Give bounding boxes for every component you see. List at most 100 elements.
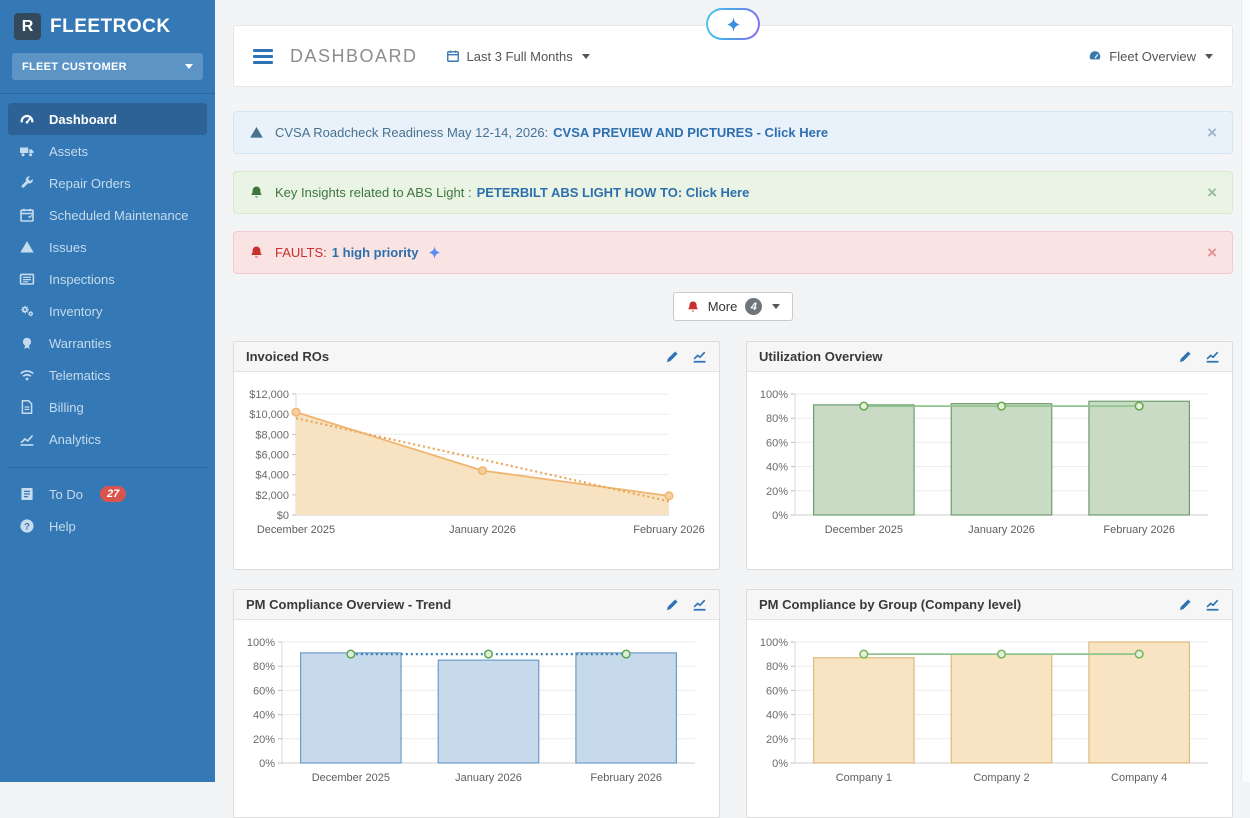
more-alerts-button[interactable]: More 4 — [673, 292, 794, 321]
chart-type-button[interactable] — [692, 597, 707, 612]
line-chart-icon — [1205, 349, 1220, 364]
sidebar-item-inventory[interactable]: Inventory — [8, 295, 207, 327]
sidebar-footer-nav: To Do 27 ? Help — [8, 467, 207, 542]
sidebar-item-label: Analytics — [49, 432, 101, 447]
alert-text: FAULTS: — [275, 245, 327, 260]
svg-text:20%: 20% — [766, 486, 788, 498]
svg-text:$4,000: $4,000 — [255, 470, 289, 482]
sidebar-item-warranties[interactable]: Warranties — [8, 327, 207, 359]
chart-title: Invoiced ROs — [246, 349, 329, 364]
svg-text:60%: 60% — [253, 685, 275, 697]
sparkle-icon[interactable] — [427, 245, 442, 260]
cogs-icon — [19, 303, 35, 319]
sidebar-item-help[interactable]: ? Help — [8, 510, 207, 542]
sidebar-item-telematics[interactable]: Telematics — [8, 359, 207, 391]
svg-text:60%: 60% — [766, 437, 788, 449]
help-icon: ? — [19, 518, 35, 534]
pencil-icon — [665, 349, 680, 364]
svg-text:Company 1: Company 1 — [836, 772, 892, 784]
svg-text:December 2025: December 2025 — [257, 524, 335, 536]
ai-assistant-button[interactable] — [706, 8, 760, 40]
svg-text:January 2026: January 2026 — [968, 524, 1035, 536]
scrollbar[interactable] — [1241, 0, 1250, 782]
sidebar: R FLEETROCK FLEET CUSTOMER Dashboard Ass… — [0, 0, 215, 782]
chart-card-utilization-overview: Utilization Overview 0%20%40%60%80%100%D… — [746, 341, 1233, 570]
bell-icon — [249, 245, 264, 260]
more-row: More 4 — [233, 292, 1233, 321]
wifi-icon — [19, 367, 35, 383]
pencil-icon — [1178, 349, 1193, 364]
svg-text:100%: 100% — [760, 389, 788, 401]
svg-text:40%: 40% — [253, 710, 275, 722]
chart-canvas[interactable]: 0%20%40%60%80%100%Company 1Company 2Comp… — [747, 620, 1233, 817]
sparkle-icon — [725, 16, 742, 33]
fleet-overview-label: Fleet Overview — [1109, 49, 1196, 64]
date-range-dropdown[interactable]: Last 3 Full Months — [446, 49, 590, 64]
alert-text: Key Insights related to ABS Light : — [275, 185, 472, 200]
close-icon[interactable]: × — [1207, 184, 1217, 201]
svg-text:February 2026: February 2026 — [590, 772, 662, 784]
more-count-badge: 4 — [745, 298, 762, 315]
chart-type-button[interactable] — [692, 349, 707, 364]
sidebar-item-to-do[interactable]: To Do 27 — [8, 478, 207, 510]
svg-text:?: ? — [24, 521, 30, 532]
sidebar-item-repair-orders[interactable]: Repair Orders — [8, 167, 207, 199]
dashboard-icon — [19, 111, 35, 127]
svg-text:February 2026: February 2026 — [1103, 524, 1175, 536]
todo-count-badge: 27 — [100, 486, 126, 502]
more-label: More — [708, 299, 738, 314]
sidebar-item-scheduled-maintenance[interactable]: Scheduled Maintenance — [8, 199, 207, 231]
svg-text:60%: 60% — [766, 685, 788, 697]
fleet-customer-label: FLEET CUSTOMER — [22, 61, 127, 73]
edit-chart-button[interactable] — [1178, 349, 1193, 364]
chart-canvas[interactable]: 0%20%40%60%80%100%December 2025January 2… — [747, 372, 1233, 569]
date-range-label: Last 3 Full Months — [467, 49, 573, 64]
sidebar-item-dashboard[interactable]: Dashboard — [8, 103, 207, 135]
alert-info: CVSA Roadcheck Readiness May 12-14, 2026… — [233, 111, 1233, 154]
sidebar-item-analytics[interactable]: Analytics — [8, 423, 207, 455]
alert-link[interactable]: PETERBILT ABS LIGHT HOW TO: Click Here — [477, 185, 750, 200]
sidebar-item-inspections[interactable]: Inspections — [8, 263, 207, 295]
chevron-down-icon — [582, 54, 590, 59]
chart-canvas[interactable]: 0%20%40%60%80%100%December 2025January 2… — [234, 620, 720, 817]
menu-toggle-button[interactable] — [253, 46, 273, 67]
inspection-icon — [19, 271, 35, 287]
line-chart-icon — [692, 597, 707, 612]
alert-link[interactable]: 1 high priority — [332, 245, 419, 260]
edit-chart-button[interactable] — [665, 349, 680, 364]
chart-canvas[interactable]: $0$2,000$4,000$6,000$8,000$10,000$12,000… — [234, 372, 720, 569]
sidebar-item-billing[interactable]: Billing — [8, 391, 207, 423]
svg-text:80%: 80% — [253, 661, 275, 673]
warning-icon — [19, 239, 35, 255]
chart-card-header: PM Compliance by Group (Company level) — [747, 590, 1232, 620]
svg-text:80%: 80% — [766, 413, 788, 425]
chart-card-header: Invoiced ROs — [234, 342, 719, 372]
svg-text:January 2026: January 2026 — [455, 772, 522, 784]
sidebar-item-assets[interactable]: Assets — [8, 135, 207, 167]
sidebar-item-label: Issues — [49, 240, 87, 255]
bell-icon — [249, 185, 264, 200]
chart-type-button[interactable] — [1205, 349, 1220, 364]
close-icon[interactable]: × — [1207, 244, 1217, 261]
alert-link[interactable]: CVSA PREVIEW AND PICTURES - Click Here — [553, 125, 828, 140]
sidebar-item-label: Inventory — [49, 304, 102, 319]
fleet-customer-selector[interactable]: FLEET CUSTOMER — [12, 53, 203, 80]
close-icon[interactable]: × — [1207, 124, 1217, 141]
badge-icon — [19, 335, 35, 351]
fleet-overview-dropdown[interactable]: Fleet Overview — [1088, 49, 1213, 64]
svg-text:0%: 0% — [772, 758, 788, 770]
svg-text:80%: 80% — [766, 661, 788, 673]
sidebar-item-label: Scheduled Maintenance — [49, 208, 189, 223]
bell-icon — [686, 300, 700, 314]
chart-card-invoiced-ros: Invoiced ROs $0$2,000$4,000$6,000$8,000$… — [233, 341, 720, 570]
svg-text:$6,000: $6,000 — [255, 450, 289, 462]
edit-chart-button[interactable] — [1178, 597, 1193, 612]
svg-text:0%: 0% — [259, 758, 275, 770]
sidebar-item-issues[interactable]: Issues — [8, 231, 207, 263]
chart-type-button[interactable] — [1205, 597, 1220, 612]
sidebar-item-label: To Do — [49, 487, 83, 502]
svg-text:0%: 0% — [772, 510, 788, 522]
line-chart-icon — [1205, 597, 1220, 612]
invoice-icon — [19, 399, 35, 415]
edit-chart-button[interactable] — [665, 597, 680, 612]
